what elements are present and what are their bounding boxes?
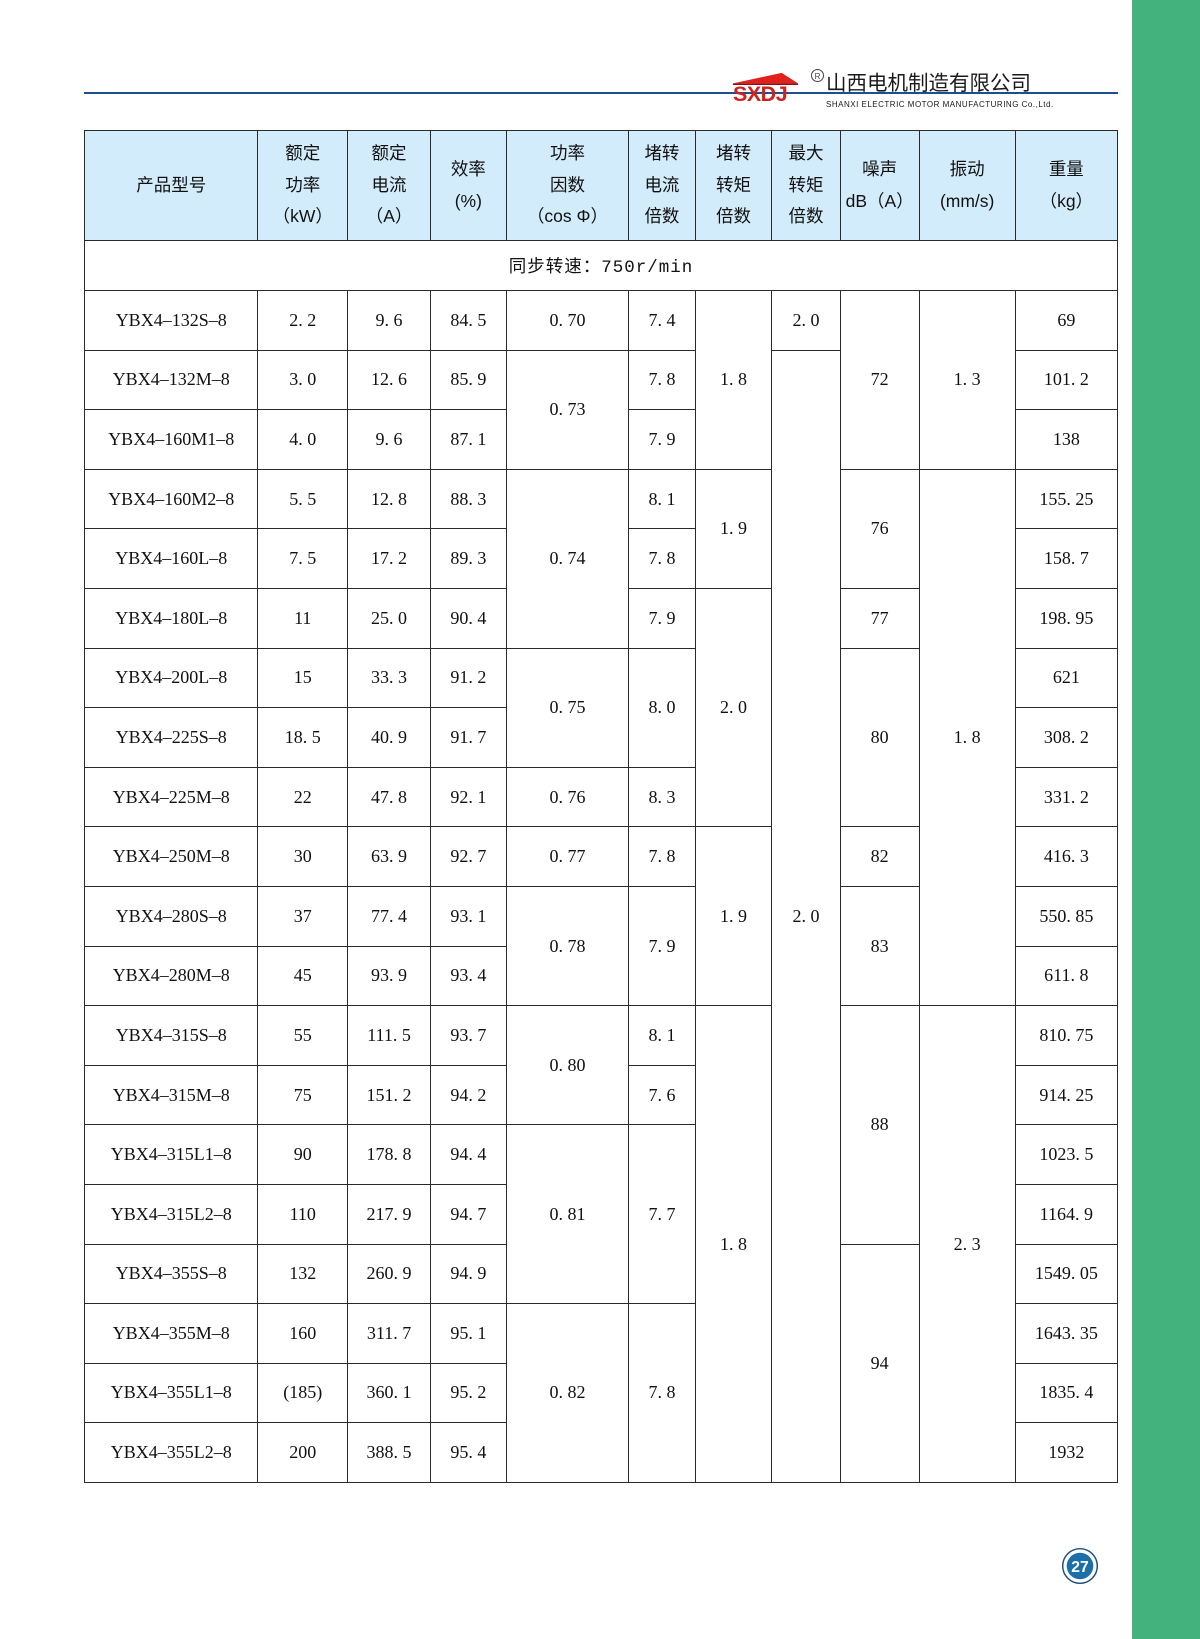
svg-text:SXDJ: SXDJ [733,82,787,102]
svg-text:27: 27 [1071,1559,1089,1576]
